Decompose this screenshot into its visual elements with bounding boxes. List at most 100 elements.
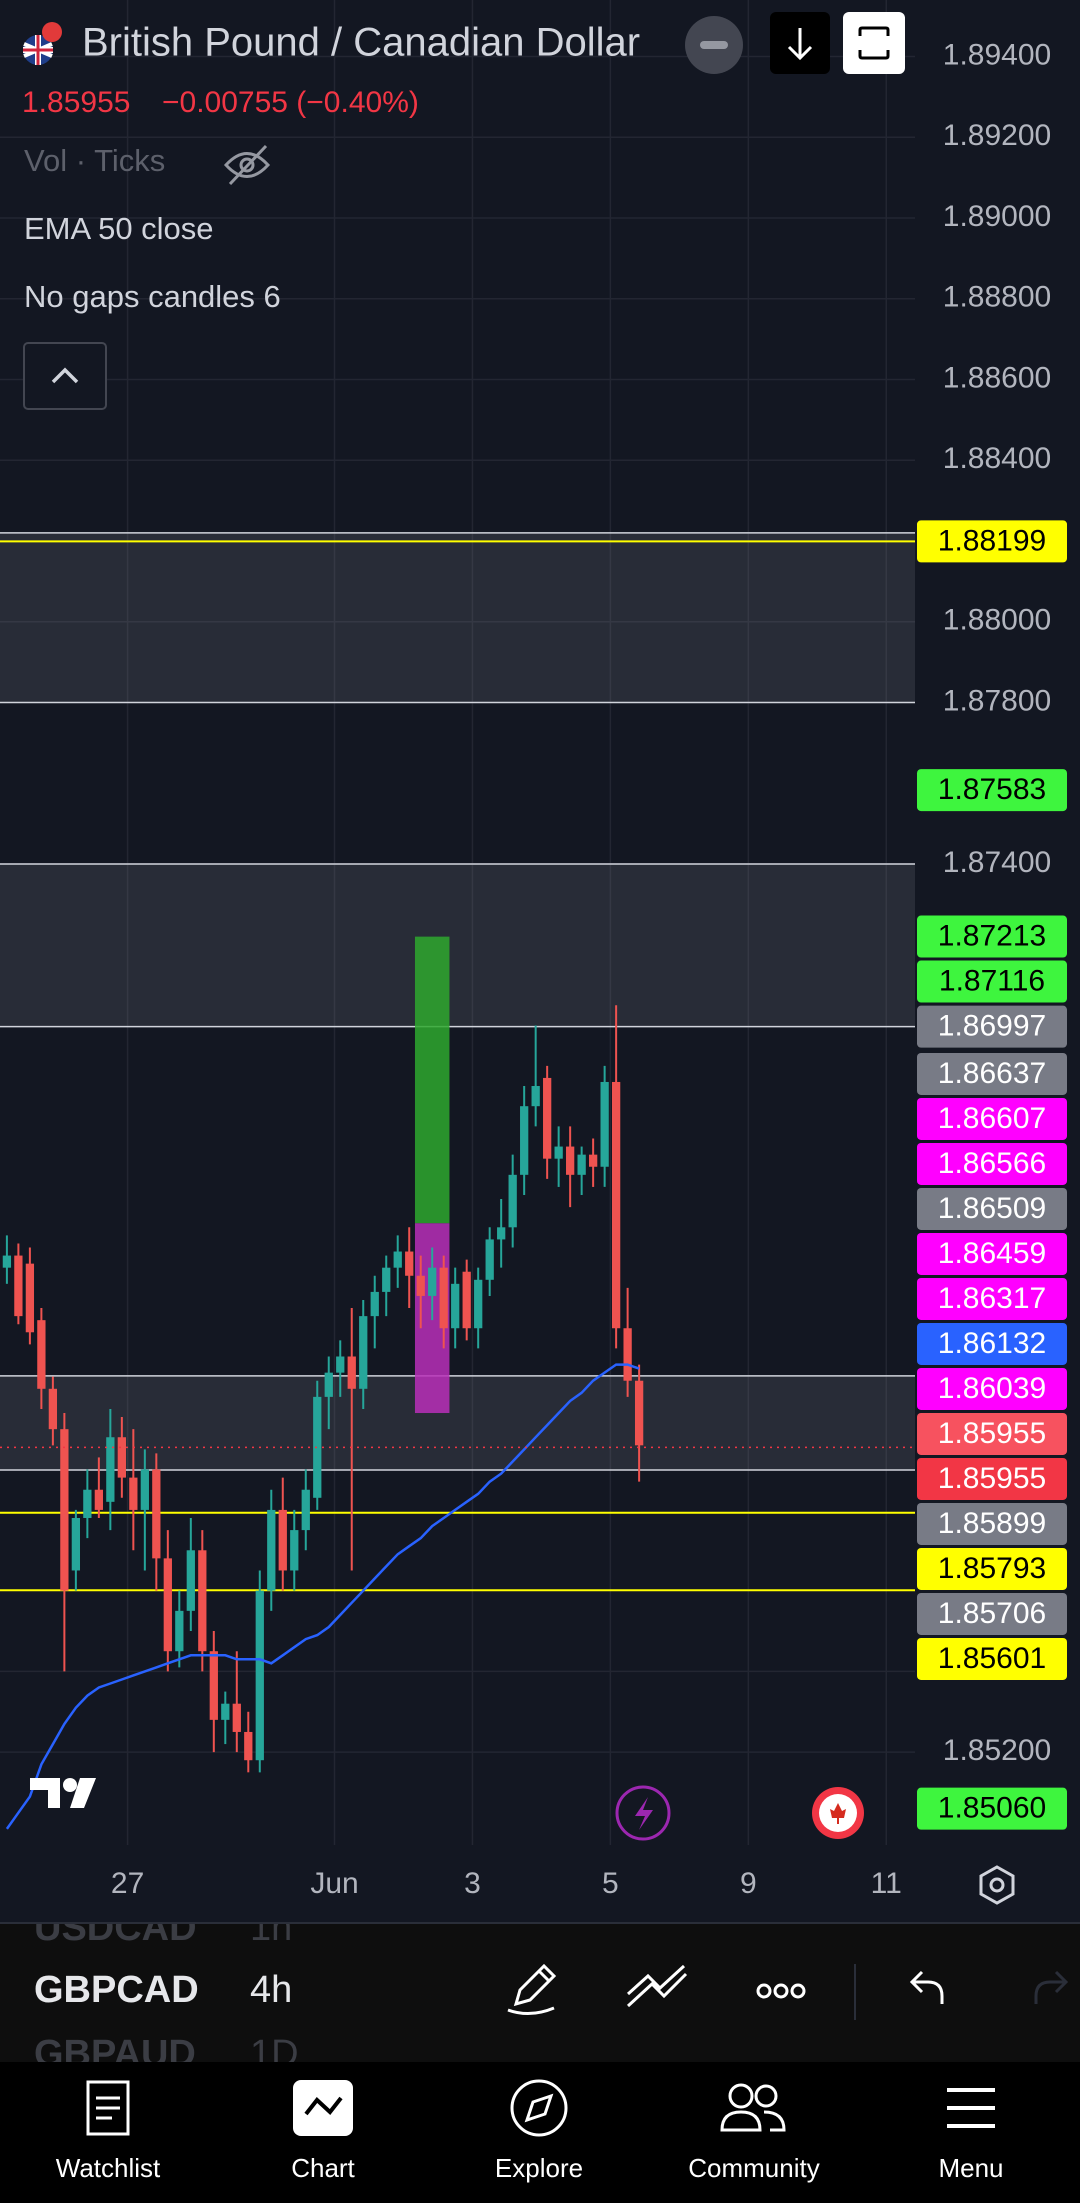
zone [0,532,915,703]
price-badge [917,1592,1067,1635]
toolbar [0,1924,1080,2062]
candle-body [554,1146,563,1159]
watchlist-icon[interactable] [86,2080,130,2136]
candle-body [393,1251,402,1268]
candle-body [175,1610,184,1652]
symbol[interactable]: GBPCAD [34,1969,199,2011]
y-tick-label: 1.87400 [943,846,1051,879]
indicator-no-gaps[interactable]: No gaps candles 6 [24,279,281,314]
hide-icon[interactable] [223,144,271,186]
interval[interactable]: 1h [250,1907,292,1949]
y-tick-label: 1.87800 [943,684,1051,717]
more-tools[interactable] [756,1983,806,1999]
settings-button[interactable] [979,1865,1015,1905]
x-tick-label: 3 [464,1867,481,1900]
symbol[interactable]: GBPAUD [34,2033,196,2075]
nav-label[interactable]: Explore [495,2153,583,2183]
menu-icon[interactable] [947,2088,995,2128]
price-badge-label: 1.86637 [938,1057,1046,1090]
price-badge-label: 1.86566 [938,1147,1046,1180]
price-badge [917,915,1067,958]
price-badge-label: 1.85955 [938,1462,1046,1495]
community-icon[interactable] [720,2083,786,2132]
y-tick-label: 1.89400 [943,38,1051,71]
candle-body [71,1517,81,1571]
candle-body [117,1437,126,1478]
x-tick-label: 11 [871,1867,902,1900]
price-badge-label: 1.87116 [939,964,1045,997]
candle-body [186,1550,195,1611]
symbol-title[interactable]: British Pound / Canadian Dollar [82,21,640,65]
candle-body [232,1703,241,1732]
nav-label[interactable]: Chart [291,2153,355,2183]
price-badge-label: 1.85793 [938,1552,1046,1585]
price-badge-label: 1.85060 [938,1792,1046,1825]
price-badge-label: 1.85601 [938,1642,1046,1675]
price-badge-label: 1.85706 [938,1597,1046,1630]
candle-body [451,1283,460,1329]
candle-body [370,1291,379,1317]
candle-body [577,1154,586,1175]
candle-body [324,1372,333,1397]
chart-icon[interactable] [293,2080,353,2136]
candle-body [634,1380,644,1446]
candle-body [497,1227,506,1240]
price-badge-label: 1.86607 [938,1102,1046,1135]
price-badge [917,1412,1067,1455]
symbol-flag[interactable] [23,22,62,65]
x-tick-label: 5 [602,1867,619,1900]
candle-body [140,1469,149,1510]
price-badge [917,1637,1067,1680]
indicator-volume[interactable]: Vol · Ticks [24,143,165,178]
explore-icon[interactable] [510,2079,568,2137]
price-badge-label: 1.86509 [938,1192,1046,1225]
price-badge-label: 1.88199 [938,524,1046,557]
price-badge [917,520,1067,563]
candle-body [152,1469,161,1559]
candle-body [336,1356,345,1373]
x-tick-label: 9 [740,1867,757,1900]
candle-body [221,1703,230,1720]
zone [0,863,915,1027]
zone [0,1375,915,1470]
undo-button[interactable] [909,1970,944,2004]
candle-body [301,1489,310,1531]
minus-button[interactable] [685,16,743,74]
price-badge-label: 1.87583 [938,773,1046,806]
candle-body [439,1267,448,1329]
ema-line [5,1363,640,1830]
download-button[interactable] [770,12,830,74]
fullscreen-button[interactable] [843,12,905,74]
candle-body [531,1086,540,1107]
price-badge [917,1097,1067,1140]
nav-label[interactable]: Community [688,2153,819,2183]
tradingview-logo [30,1778,96,1808]
candle-body [566,1146,575,1175]
trend-tool[interactable] [626,1964,688,2008]
candle-body [163,1558,172,1652]
candle-body [244,1731,253,1761]
candle-body [209,1651,218,1720]
collapse-button[interactable] [23,342,107,410]
candle-body [462,1271,471,1329]
candle-body [48,1388,58,1430]
draw-tool[interactable] [507,1963,557,2015]
symbol[interactable]: USDCAD [34,1907,197,1949]
interval[interactable]: 4h [250,1969,292,2011]
candle-body [278,1509,287,1571]
price-badge-label: 1.86132 [938,1327,1046,1360]
interval[interactable]: 1D [250,2033,299,2075]
redo-button[interactable] [1034,1970,1069,2004]
price-badge-label: 1.85899 [938,1507,1046,1540]
price-badge [917,1547,1067,1590]
currency-event[interactable] [812,1787,864,1839]
indicator-ema[interactable]: EMA 50 close [24,211,214,246]
price-badge [917,1787,1067,1830]
nav-label[interactable]: Menu [938,2153,1003,2183]
nav-label[interactable]: Watchlist [56,2153,161,2183]
bottom-nav [0,2062,1080,2198]
candle-body [382,1267,391,1292]
events-button[interactable] [615,1785,671,1841]
price-badge-label: 1.86997 [938,1010,1046,1043]
